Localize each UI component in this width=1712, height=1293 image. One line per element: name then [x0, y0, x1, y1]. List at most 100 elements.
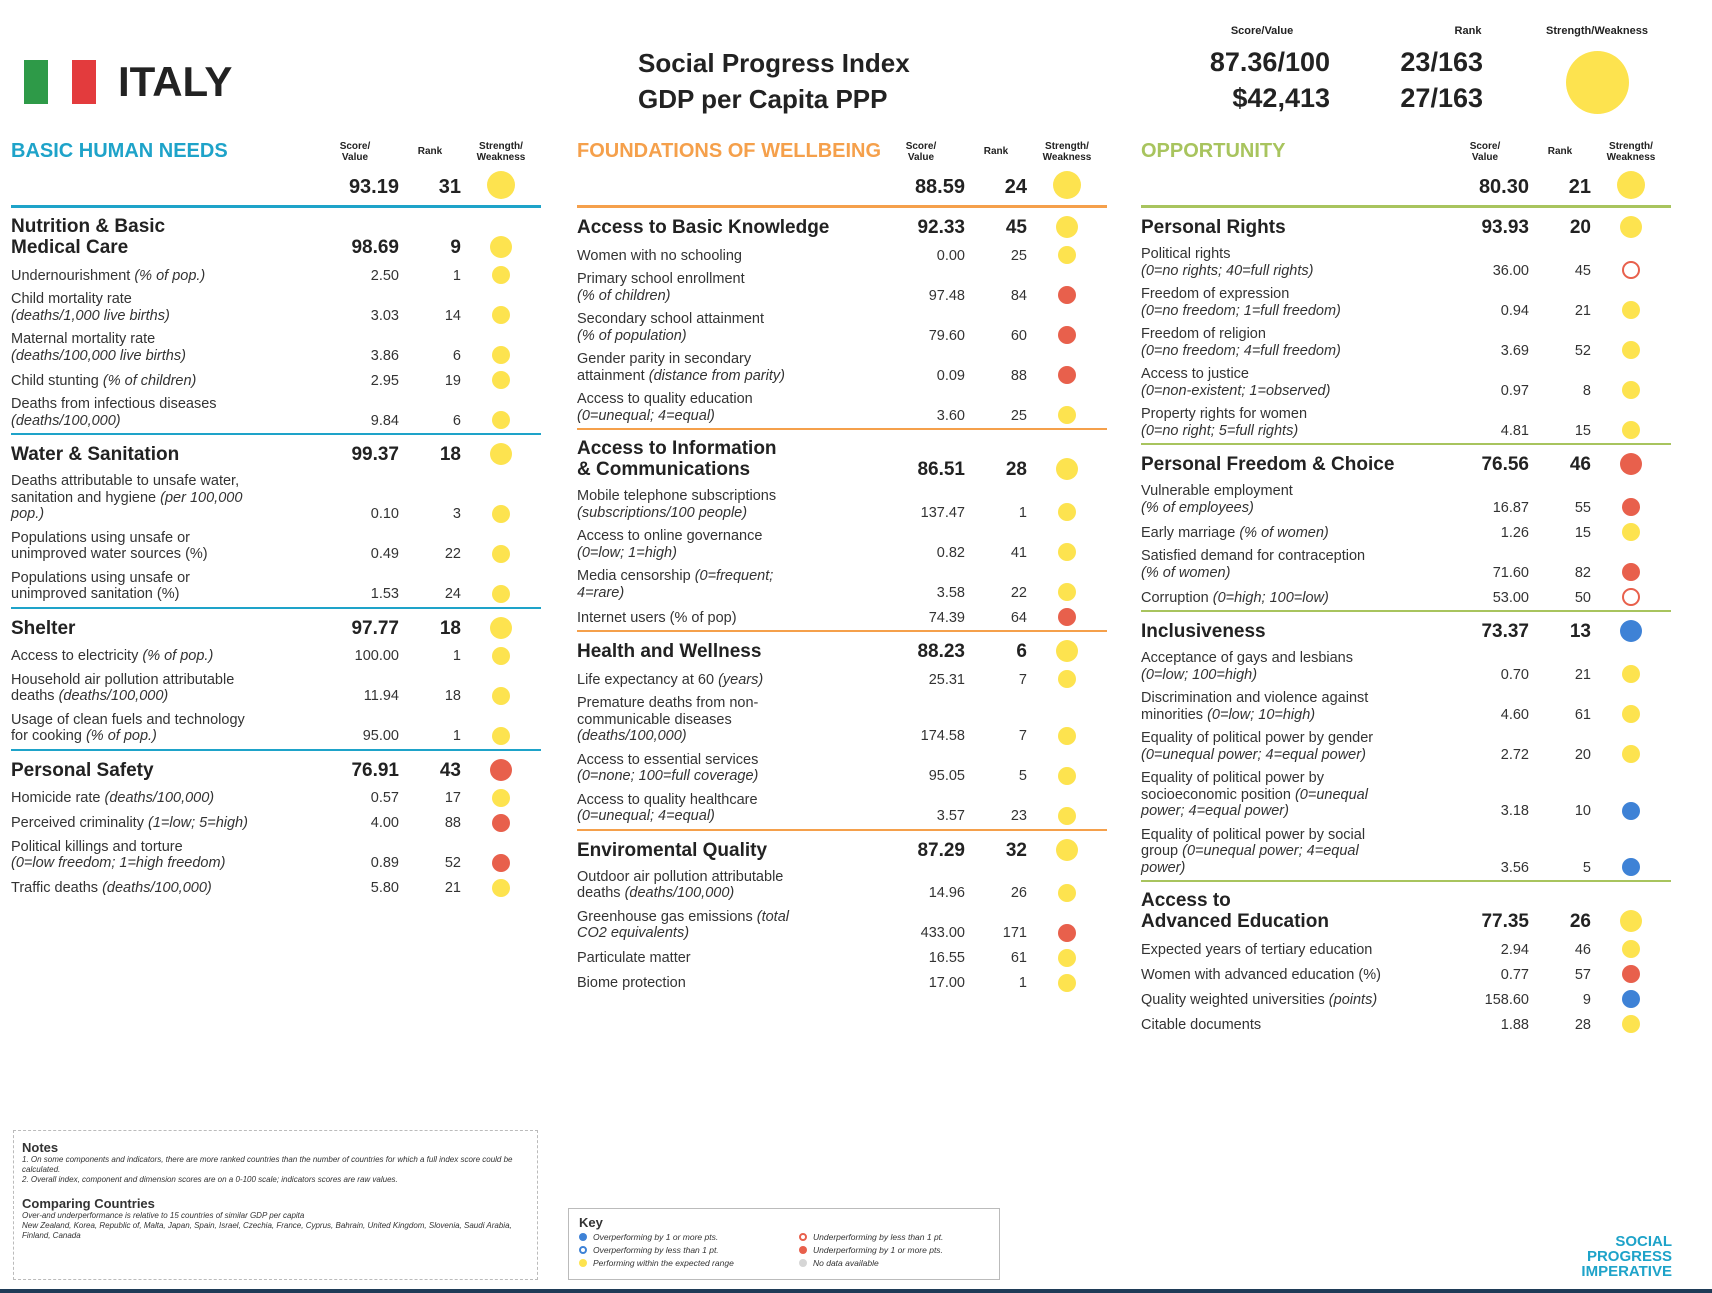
- rank: 14: [444, 307, 461, 324]
- strength-indicator: [492, 878, 510, 897]
- indicator-label: Populations using unsafe or unimproved w…: [11, 530, 311, 563]
- key-item: Underperforming by less than 1 pt.: [799, 1230, 989, 1243]
- strength-cell: [1027, 216, 1107, 238]
- strength-cell: [1591, 745, 1671, 763]
- value: 0.09: [936, 367, 965, 384]
- strength-cell: [461, 443, 541, 465]
- indicator-unit: (0=no freedom; 4=full freedom): [1141, 342, 1341, 359]
- indicator-row: Mobile telephone subscriptions (subscrip…: [577, 485, 1107, 525]
- component-name: Personal Safety: [11, 759, 154, 781]
- rank: 22: [444, 546, 461, 562]
- rank: 23: [1010, 808, 1027, 824]
- indicator-row: Citable documents 1.88 28: [1141, 1012, 1671, 1037]
- rank: 21: [1568, 176, 1591, 198]
- strength-cell: [1591, 588, 1671, 606]
- indicator-row: Access to online governance (0=low; 1=hi…: [577, 525, 1107, 565]
- indicator-unit: (0=unequal power; 4=equal power): [1141, 746, 1366, 763]
- strength-cell: [1027, 326, 1107, 344]
- value: 174.58: [920, 728, 965, 744]
- strength-indicator: [1622, 665, 1640, 683]
- indicator-row: Vulnerable employment (% of employees) 16…: [1141, 480, 1671, 520]
- indicator-label: Political killings and torture (0=low fr…: [11, 839, 311, 872]
- value: 95.05: [928, 768, 965, 784]
- strength-cell: [461, 788, 541, 807]
- indicator-row: Usage of clean fuels and technology for …: [11, 709, 541, 749]
- strength-cell: [461, 616, 541, 639]
- strength-cell: [1027, 171, 1107, 199]
- indicator-row: Property rights for women (0=no right; 5…: [1141, 403, 1671, 443]
- rank: 9: [1582, 991, 1591, 1008]
- value: 5.80: [370, 880, 399, 896]
- title: Social Progress Index: [638, 48, 910, 78]
- indicator-label: Biome protection: [577, 975, 877, 992]
- strength-cell: [1027, 806, 1107, 825]
- value: 25.31: [928, 671, 965, 688]
- rank: 60: [1010, 327, 1027, 344]
- indicator-row: Particulate matter 16.55 61: [577, 946, 1107, 971]
- strength-indicator: [1058, 406, 1076, 424]
- key: Key Overperforming by 1 or more pts. Over…: [568, 1208, 1000, 1280]
- value: 0.94: [1500, 302, 1529, 319]
- value: 2.72: [1500, 746, 1529, 763]
- indicator-name: Outdoor air pollution attributable death…: [577, 868, 784, 902]
- value: 3.58: [936, 584, 965, 601]
- indicator-row: Corruption (0=high; 100=low) 53.00 50: [1141, 585, 1671, 610]
- indicator-unit: (deaths/100,000): [104, 790, 215, 806]
- strength-indicator: [1622, 261, 1640, 279]
- strength-indicator: [490, 616, 512, 639]
- indicator-name: Equality of political power by socioecon…: [1141, 770, 1324, 803]
- strength-cell: [1027, 458, 1107, 480]
- rank: 6: [1016, 641, 1027, 662]
- value: 0.10: [370, 506, 399, 522]
- indicator-unit: (total CO2 equivalents): [577, 908, 789, 942]
- value: 0.00: [936, 247, 965, 264]
- component-name: Access to Advanced Education: [1141, 890, 1329, 932]
- indicator-name: Mobile telephone subscriptions: [577, 488, 777, 504]
- strength-cell: [461, 758, 541, 781]
- strength-cell: [1027, 670, 1107, 688]
- indicator-label: Deaths attributable to unsafe water, san…: [11, 473, 311, 523]
- strength-cell: [1027, 923, 1107, 942]
- strength-cell: [461, 853, 541, 872]
- strength-cell: [1591, 301, 1671, 319]
- strength-indicator: [1622, 588, 1640, 606]
- strength-indicator: [492, 813, 510, 832]
- indicator-unit: (0=high; 100=low): [1212, 589, 1329, 606]
- indicator-label: Equality of political power by gender (0…: [1141, 730, 1441, 763]
- strength-indicator: [1058, 608, 1076, 626]
- rank: 64: [1010, 609, 1027, 626]
- indicator-label: Satisfied demand for contraception (% of…: [1141, 548, 1441, 581]
- column-header: Score/ Value: [339, 140, 371, 163]
- indicator-label: Citable documents: [1141, 1017, 1441, 1034]
- component-name: Access to Basic Knowledge: [577, 217, 830, 238]
- strength-indicator: [492, 411, 510, 429]
- value: 1.88: [1500, 1016, 1529, 1033]
- title: GDP per Capita PPP: [638, 84, 888, 114]
- rank: 19: [444, 372, 461, 389]
- indicator-label: Child stunting (% of children): [11, 373, 311, 390]
- indicator-label: Gender parity in secondary attainment (d…: [577, 351, 877, 384]
- dimension-score-row: 93.19 31: [11, 163, 541, 208]
- value: 0.57: [370, 790, 399, 806]
- indicator-row: Child mortality rate (deaths/1,000 live …: [11, 288, 541, 328]
- rank: 21: [1574, 666, 1591, 683]
- rank: 88: [1010, 367, 1027, 384]
- component-row: Personal Rights 93.93 20: [1141, 208, 1671, 243]
- key-item: Overperforming by less than 1 pt.: [579, 1243, 799, 1256]
- notes: Notes 1. On some components and indicato…: [13, 1130, 538, 1280]
- indicator-row: Secondary school attainment (% of popula…: [577, 308, 1107, 348]
- value: 11.94: [363, 688, 399, 704]
- logo: SOCIAL PROGRESS IMPERATIVE: [1581, 1233, 1672, 1280]
- indicator-row: Media censorship (0=frequent; 4=rare) 3.5…: [577, 565, 1107, 605]
- score: 76.56: [1481, 454, 1529, 475]
- rank: 28: [1005, 459, 1027, 480]
- dimension-title: OPPORTUNITY: [1141, 140, 1286, 162]
- strength-indicator: [1056, 838, 1078, 861]
- indicator-row: Child stunting (% of children) 2.95 19: [11, 368, 541, 393]
- rank: 171: [1002, 925, 1027, 941]
- strength-indicator: [1617, 171, 1645, 199]
- value: 3.18: [1500, 803, 1529, 819]
- strength-cell: [461, 504, 541, 523]
- strength-cell: [1591, 910, 1671, 932]
- value: 3.60: [936, 407, 965, 424]
